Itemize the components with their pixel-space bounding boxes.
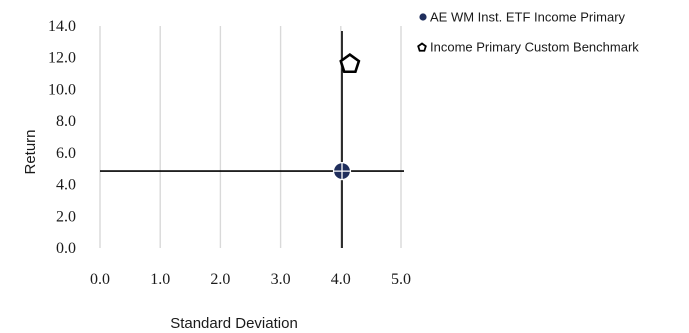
y-tick-label: 0.0: [56, 240, 76, 257]
y-tick-label: 4.0: [56, 177, 76, 194]
y-tick-label: 8.0: [56, 113, 76, 130]
x-tick-label: 1.0: [150, 271, 170, 288]
data-point-primary: [334, 163, 351, 180]
legend-pentagon-icon: [418, 44, 426, 51]
x-tick-label: 4.0: [331, 271, 351, 288]
legend-circle-icon: [419, 13, 426, 20]
y-tick-label: 10.0: [48, 81, 76, 98]
legend: AE WM Inst. ETF Income Primary Income Pri…: [418, 10, 639, 55]
y-tick-label: 14.0: [48, 18, 76, 35]
y-tick-label: 2.0: [56, 208, 76, 225]
y-tick-label: 6.0: [56, 145, 76, 162]
data-point-benchmark: [341, 55, 359, 72]
x-tick-label: 2.0: [210, 271, 230, 288]
x-axis-title: Standard Deviation: [170, 315, 298, 332]
x-tick-label: 5.0: [391, 271, 411, 288]
y-axis-title: Return: [22, 129, 39, 174]
x-tick-label: 0.0: [90, 271, 110, 288]
y-tick-label: 12.0: [48, 50, 76, 67]
legend-label: Income Primary Custom Benchmark: [430, 40, 639, 55]
legend-item: Income Primary Custom Benchmark: [418, 40, 639, 55]
data-points: [334, 55, 359, 180]
legend-label: AE WM Inst. ETF Income Primary: [430, 10, 626, 25]
x-tick-label: 3.0: [271, 271, 291, 288]
legend-item: AE WM Inst. ETF Income Primary: [419, 10, 625, 25]
